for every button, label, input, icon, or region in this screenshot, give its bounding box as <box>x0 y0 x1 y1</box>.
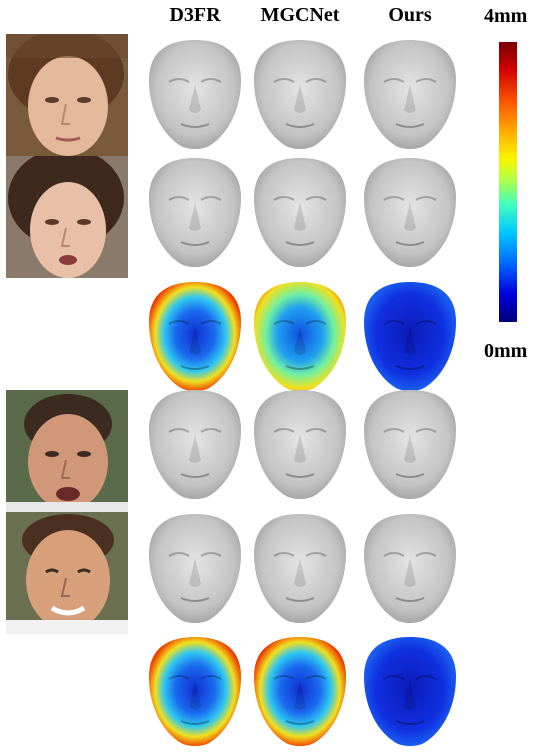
error-map-mgcnet-subject2 <box>250 635 350 747</box>
column-header-mgcnet: MGCNet <box>260 4 340 26</box>
face-render-d3fr-row2 <box>145 156 245 268</box>
input-photo-subject1-neutral <box>6 34 128 156</box>
face-render-d3fr-row4 <box>145 388 245 500</box>
error-map-mgcnet-subject1 <box>250 280 350 392</box>
face-render-d3fr-row1 <box>145 38 245 150</box>
face-render-mgcnet-row4 <box>250 388 350 500</box>
face-render-mgcnet-row1 <box>250 38 350 150</box>
error-map-d3fr-subject1 <box>145 280 245 392</box>
scale-min-label: 0mm <box>484 340 528 362</box>
face-render-ours-row2 <box>360 156 460 268</box>
face-render-mgcnet-row2 <box>250 156 350 268</box>
input-photo-subject2-expression <box>6 512 128 634</box>
error-map-d3fr-subject2 <box>145 635 245 747</box>
error-colorbar <box>499 42 517 322</box>
error-map-ours-subject1 <box>360 280 460 392</box>
face-render-ours-row1 <box>360 38 460 150</box>
column-header-d3fr: D3FR <box>169 4 221 26</box>
face-render-mgcnet-row5 <box>250 512 350 624</box>
input-photo-subject2-neutral <box>6 390 128 512</box>
input-photo-subject1-expression <box>6 156 128 278</box>
face-render-ours-row5 <box>360 512 460 624</box>
face-render-ours-row4 <box>360 388 460 500</box>
column-header-ours: Ours <box>388 4 432 26</box>
error-map-ours-subject2 <box>360 635 460 747</box>
scale-max-label: 4mm <box>484 5 528 27</box>
face-render-d3fr-row5 <box>145 512 245 624</box>
